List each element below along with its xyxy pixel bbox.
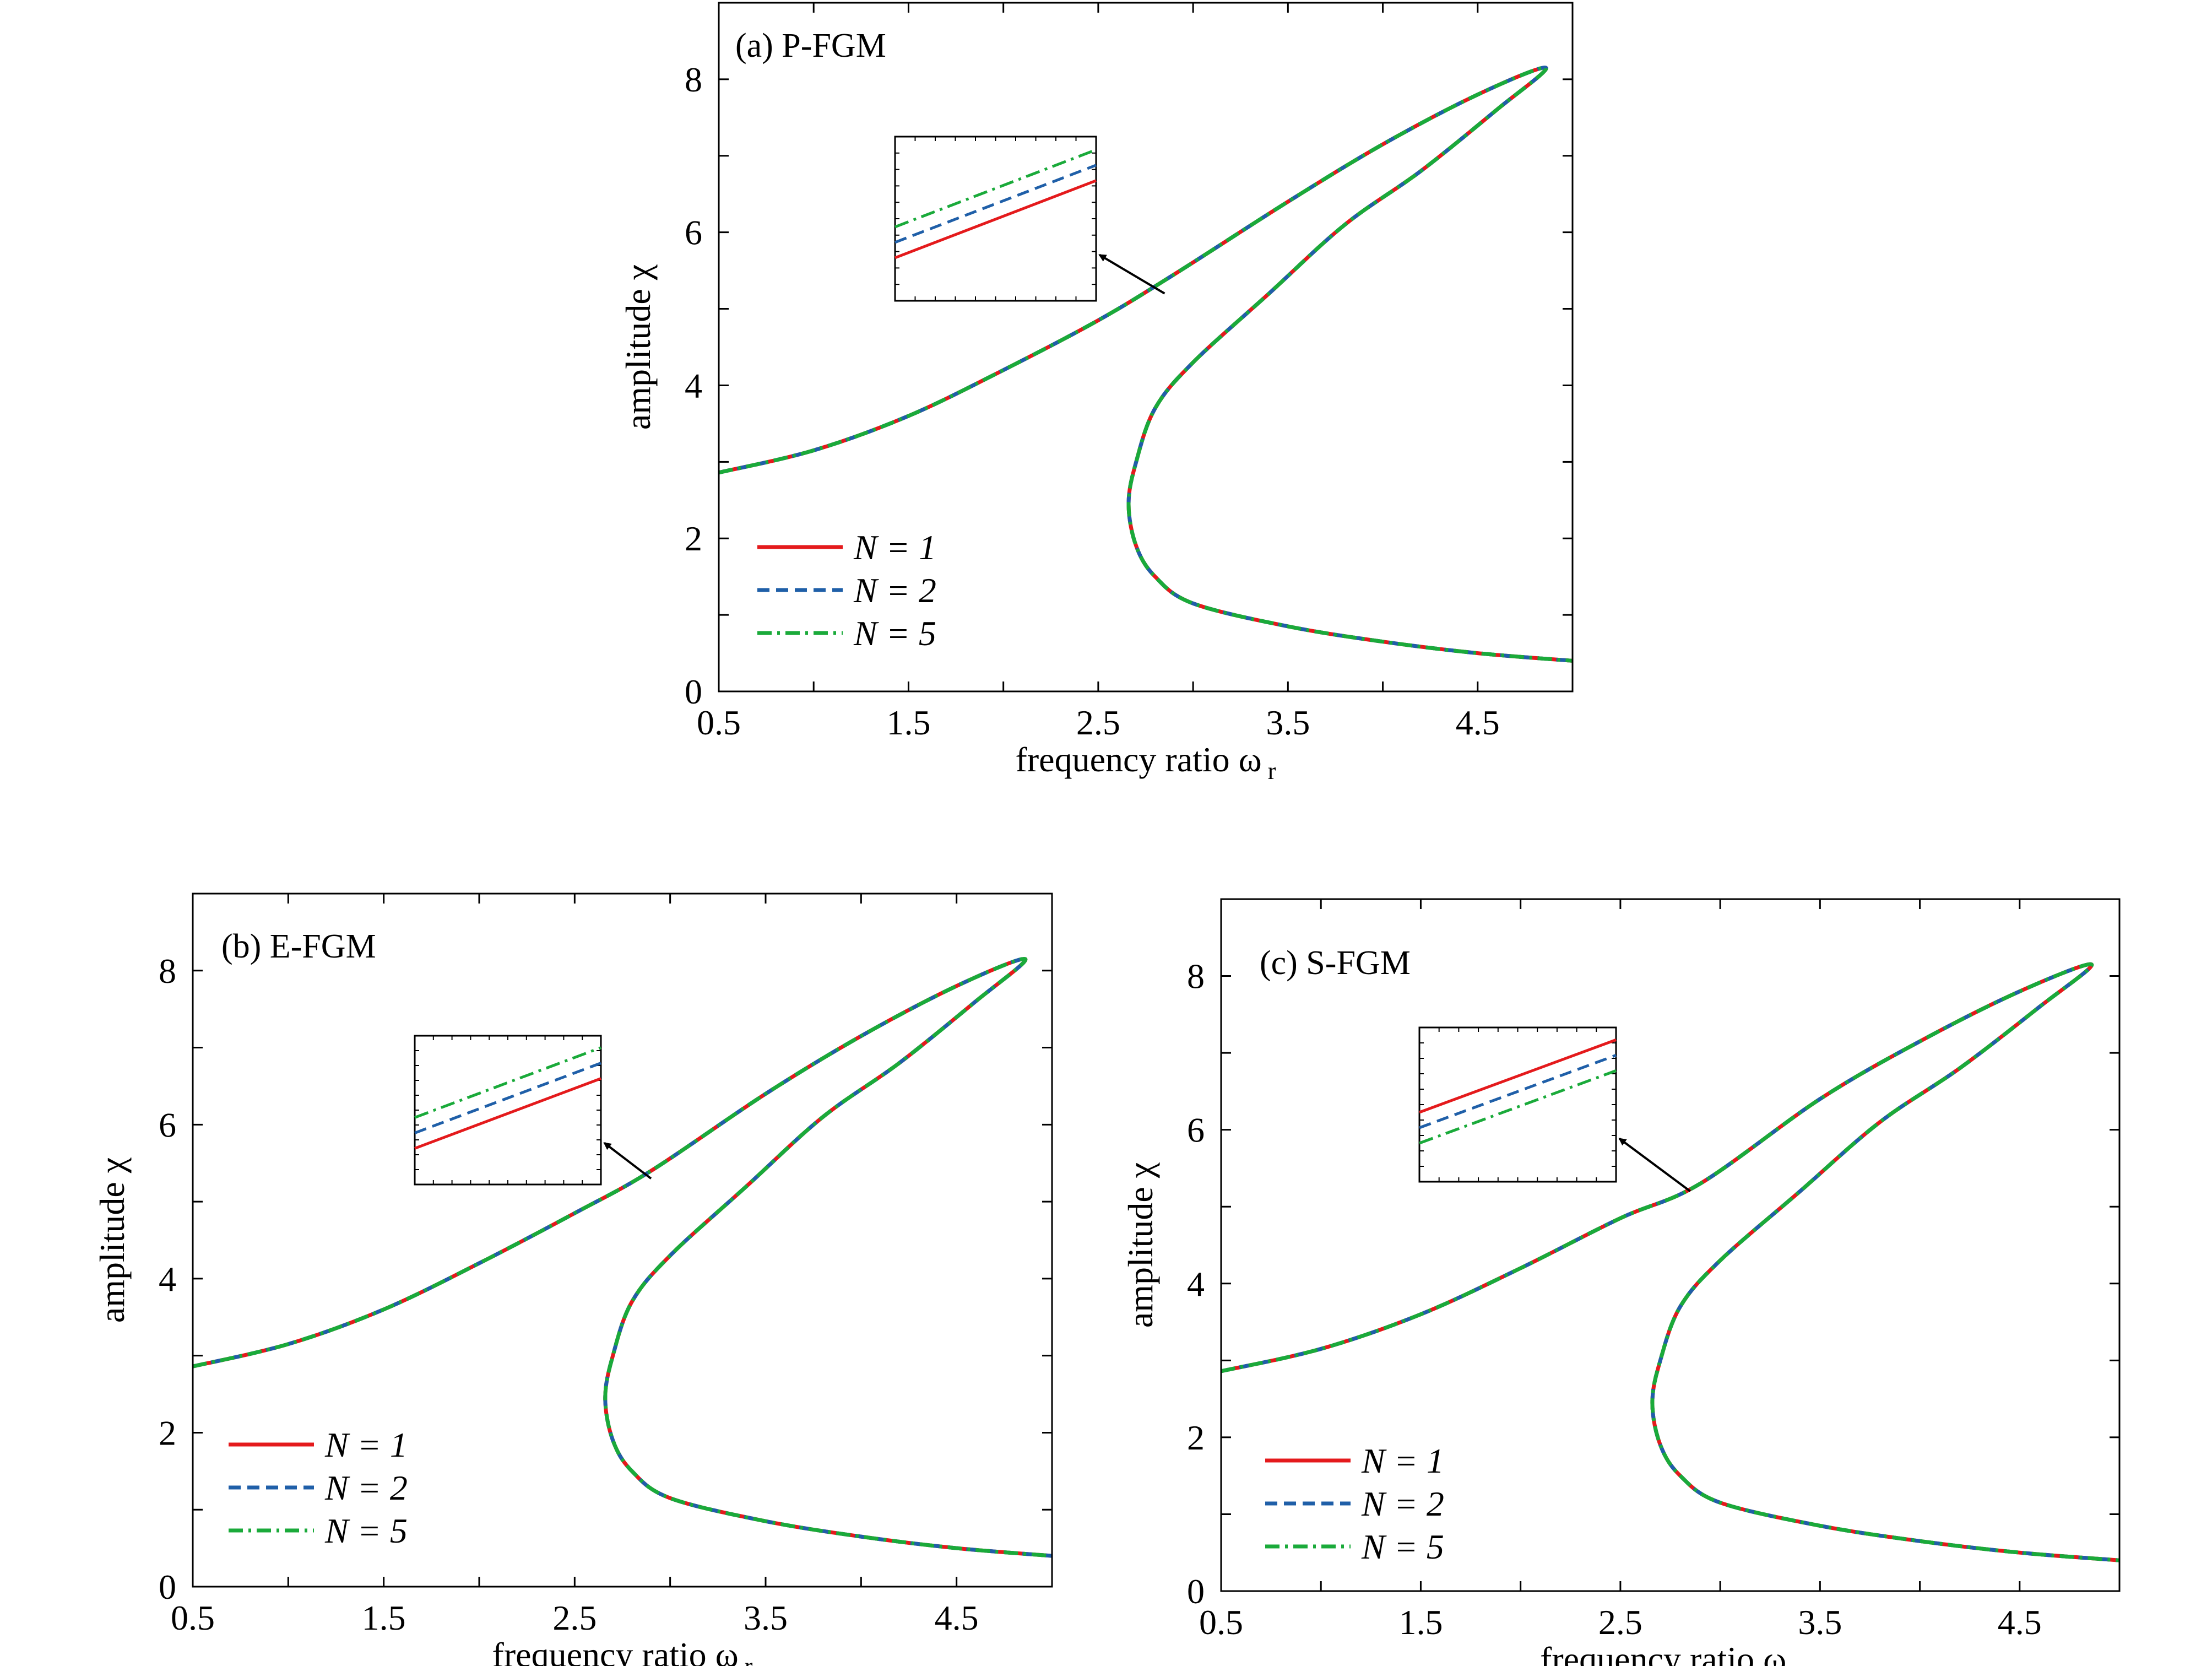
y-tick-label: 6: [159, 1105, 176, 1144]
y-tick-label: 2: [685, 519, 702, 558]
y-tick-label: 6: [1187, 1111, 1205, 1150]
x-tick-label: 2.5: [1598, 1603, 1642, 1642]
inset-series-line: [414, 1046, 601, 1119]
y-tick-label: 4: [685, 366, 702, 405]
y-tick-label: 0: [159, 1567, 176, 1606]
plot-area-frame: [192, 892, 1053, 1588]
legend-label: N = 5: [324, 1511, 408, 1550]
series-line-n=2: [1221, 962, 2120, 1562]
x-tick-label: 0.5: [1199, 1603, 1243, 1642]
zoom-arrow: [1618, 1137, 1691, 1192]
x-tick-label: 4.5: [1998, 1603, 2042, 1642]
chart-panel-2: 0 2 4 6 8 0.5 1.5 2.5 3.5 4.5 frequency ratio ω r a…: [93, 892, 1053, 1666]
legend-label: N = 1: [853, 528, 936, 567]
panel-label: (a) P-FGM: [735, 27, 886, 64]
series-line-n=5: [718, 66, 1573, 663]
plot-area-frame: [1220, 898, 2121, 1592]
y-tick-label: 4: [159, 1259, 176, 1299]
x-tick-label: 4.5: [1456, 703, 1500, 742]
y-tick-label: 8: [159, 951, 176, 991]
y-axis-title: amplitude χ: [93, 1157, 132, 1323]
series-line-n=1: [192, 956, 1053, 1558]
y-tick-label: 8: [1187, 957, 1205, 996]
x-tick-label: 0.5: [697, 703, 741, 742]
x-tick-label: 1.5: [886, 703, 930, 742]
legend-label: N = 5: [1361, 1527, 1444, 1566]
x-tick-label: 1.5: [1398, 1603, 1443, 1642]
inset-series-line: [894, 148, 1097, 229]
legend-label: N = 1: [1361, 1441, 1444, 1480]
legend-label: N = 5: [853, 614, 936, 653]
series-line-n=1: [718, 66, 1573, 663]
y-axis-title: amplitude χ: [1121, 1162, 1160, 1328]
y-tick-label: 2: [159, 1413, 176, 1452]
x-tick-label: 3.5: [1798, 1603, 1842, 1642]
panel-label: (b) E-FGM: [221, 928, 376, 965]
series-line-n=1: [1221, 962, 2120, 1562]
y-tick-label: 2: [1187, 1418, 1205, 1457]
y-tick-label: 0: [1187, 1572, 1205, 1611]
inset-series-line: [1419, 1038, 1617, 1114]
inset-series-line: [894, 164, 1097, 244]
x-tick-label: 3.5: [1266, 703, 1310, 742]
x-tick-label: 2.5: [1076, 703, 1120, 742]
chart-panel-1: 0 2 4 6 8 0.5 1.5 2.5 3.5 4.5 frequency ratio ω r a…: [619, 2, 1574, 785]
zoom-arrow: [1098, 253, 1165, 295]
inset-series-line: [894, 179, 1097, 259]
inset-series-line: [414, 1062, 601, 1134]
x-axis-title: frequency ratio ω r: [1016, 740, 1276, 785]
series-line-n=5: [1221, 962, 2120, 1562]
legend-label: N = 2: [853, 571, 936, 610]
x-axis-title: frequency ratio ω r: [492, 1635, 753, 1666]
series-line-n=5: [192, 956, 1053, 1558]
y-tick-label: 8: [685, 60, 702, 99]
x-tick-label: 3.5: [744, 1598, 788, 1637]
x-tick-label: 4.5: [935, 1598, 979, 1637]
zoom-arrow: [603, 1142, 652, 1180]
y-axis-title: amplitude χ: [619, 264, 658, 430]
series-line-n=2: [192, 956, 1053, 1558]
plot-area-frame: [718, 2, 1574, 693]
panel-label: (c) S-FGM: [1260, 944, 1411, 982]
x-axis-title: frequency ratio ω r: [1540, 1640, 1801, 1666]
inset-series-line: [414, 1077, 601, 1150]
x-tick-label: 0.5: [171, 1598, 215, 1637]
inset-series-line: [1419, 1069, 1617, 1145]
y-tick-label: 4: [1187, 1264, 1205, 1303]
x-tick-label: 2.5: [552, 1598, 597, 1637]
legend-label: N = 2: [324, 1468, 408, 1507]
legend-label: N = 2: [1361, 1484, 1444, 1523]
inset-series-line: [1419, 1054, 1617, 1129]
y-tick-label: 6: [685, 213, 702, 252]
y-tick-label: 0: [685, 672, 702, 711]
legend-label: N = 1: [324, 1425, 408, 1464]
chart-panel-3: 0 2 4 6 8 0.5 1.5 2.5 3.5 4.5 frequency ratio ω r a…: [1121, 898, 2121, 1666]
series-line-n=2: [718, 66, 1573, 663]
inset-box: [414, 1035, 602, 1186]
x-tick-label: 1.5: [362, 1598, 406, 1637]
